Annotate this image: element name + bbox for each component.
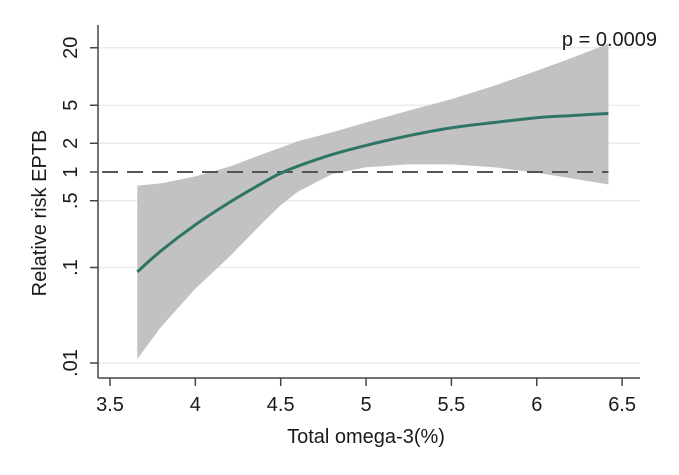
y-tick-label-5: 5 xyxy=(60,100,82,111)
y-tick-label-.01: .01 xyxy=(60,349,82,377)
y-tick-label-.5: .5 xyxy=(60,192,82,209)
y-axis-title: Relative risk EPTB xyxy=(29,130,51,297)
p-value-annotation: p = 0.0009 xyxy=(562,29,657,51)
x-tick-label-6: 6 xyxy=(531,394,542,416)
y-axis-ticks: .01 .1 .5 1 2 5 20 xyxy=(60,37,98,377)
x-tick-label-4: 4 xyxy=(190,394,201,416)
x-tick-label-6.5: 6.5 xyxy=(608,394,636,416)
y-tick-label-20: 20 xyxy=(60,37,82,59)
series-line-relative-risk xyxy=(136,112,609,274)
x-tick-label-5: 5 xyxy=(360,394,371,416)
x-axis-title: Total omega-3(%) xyxy=(287,426,445,448)
y-tick-label-.1: .1 xyxy=(60,259,82,276)
axes xyxy=(97,25,640,379)
x-tick-label-3.5: 3.5 xyxy=(96,394,124,416)
x-tick-label-5.5: 5.5 xyxy=(437,394,465,416)
y-tick-label-1: 1 xyxy=(60,166,82,177)
x-axis-ticks: 3.5 4 4.5 5 5.5 6 6.5 xyxy=(96,378,636,416)
x-tick-label-4.5: 4.5 xyxy=(267,394,295,416)
y-tick-label-2: 2 xyxy=(60,138,82,149)
